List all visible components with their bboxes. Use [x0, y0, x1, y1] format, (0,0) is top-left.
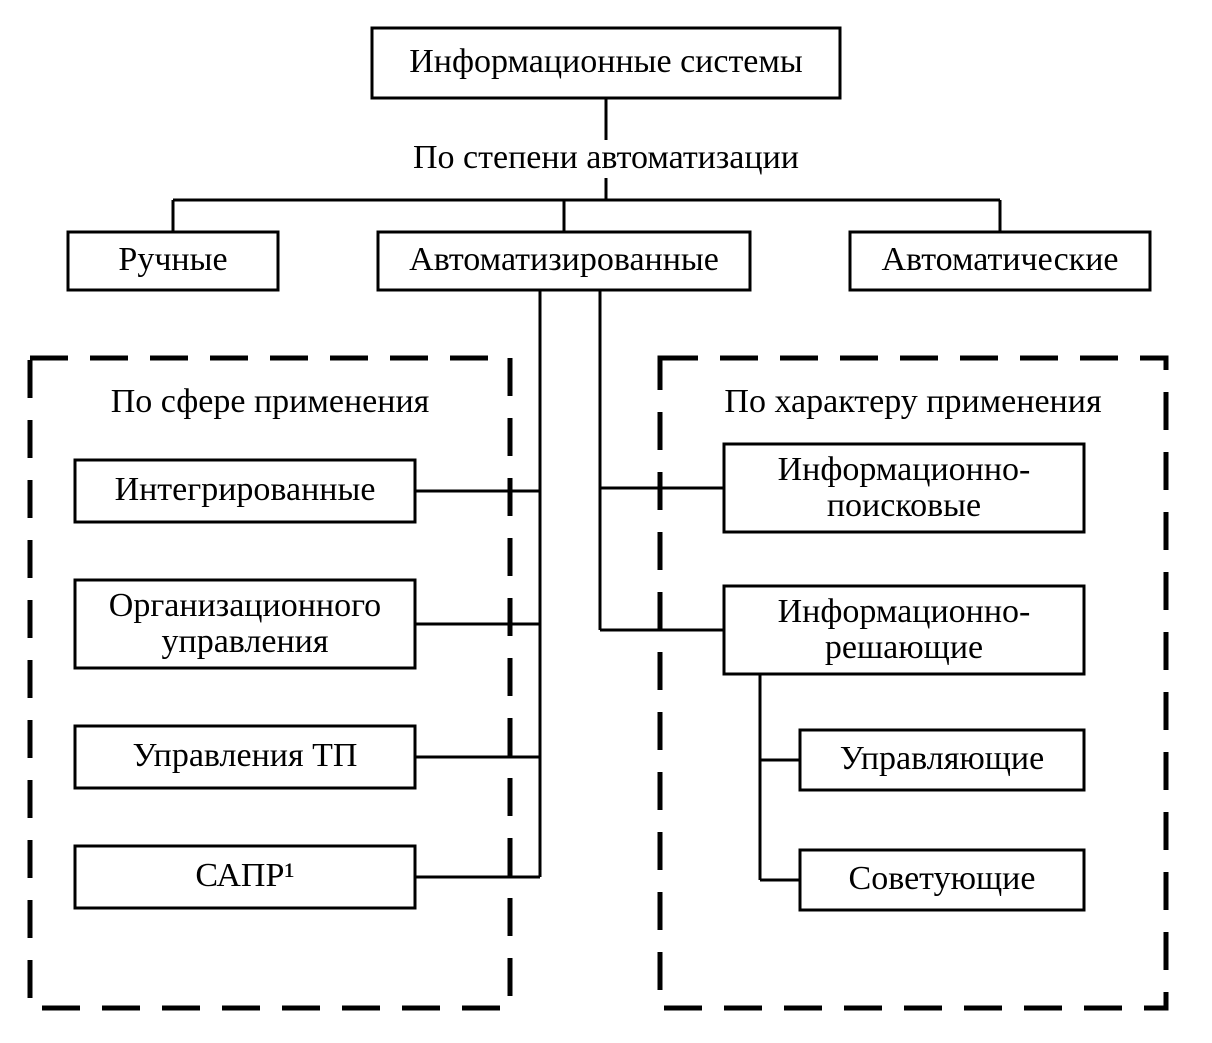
- node-right2-label-l1: Информационно-: [778, 593, 1031, 630]
- node-right1-label-l2: поисковые: [827, 487, 981, 524]
- node-left4-label: САПР¹: [195, 857, 294, 894]
- node-left2-label-l1: Организационного: [109, 587, 381, 624]
- group-left-title: По сфере применения: [111, 383, 430, 420]
- node-root-label: Информационные системы: [409, 43, 803, 80]
- node-left1-label: Интегрированные: [115, 471, 376, 508]
- node-manual-label: Ручные: [118, 241, 227, 278]
- classification-diagram: Информационные системы По степени автома…: [0, 0, 1212, 1043]
- group-right-title: По характеру применения: [724, 383, 1102, 420]
- node-right1-label-l1: Информационно-: [778, 451, 1031, 488]
- group-left-box: [30, 358, 510, 1008]
- node-right2-label-l2: решающие: [825, 629, 983, 666]
- node-left3-label: Управления ТП: [133, 737, 358, 774]
- node-automated-label: Автоматизированные: [409, 241, 719, 278]
- node-right3-label: Управляющие: [840, 740, 1044, 777]
- node-right4-label: Советующие: [849, 860, 1036, 897]
- subtitle-label: По степени автоматизации: [413, 139, 799, 176]
- node-left2-label-l2: управления: [162, 623, 329, 660]
- node-automatic-label: Автоматические: [881, 241, 1118, 278]
